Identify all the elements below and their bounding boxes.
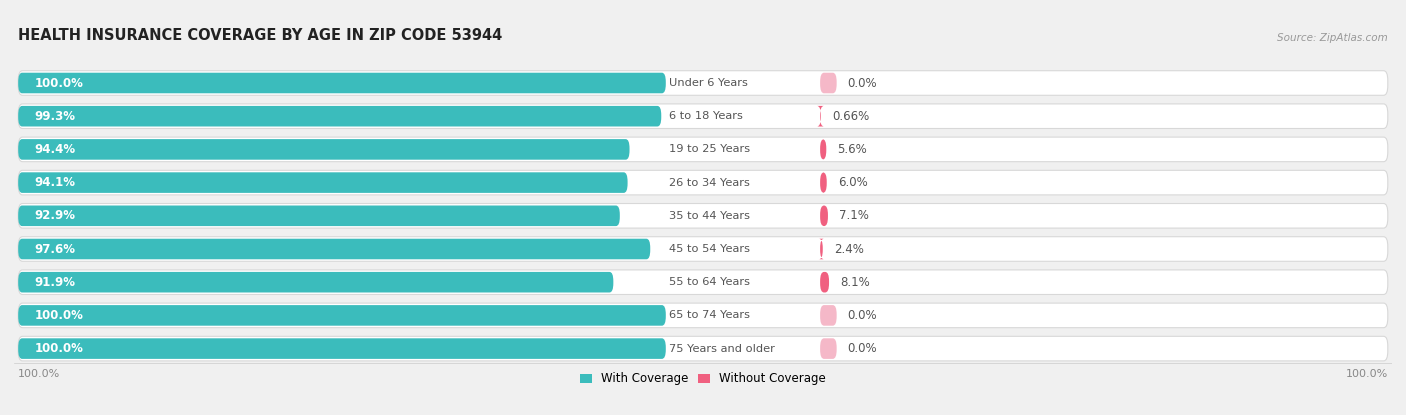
FancyBboxPatch shape <box>820 172 827 193</box>
Text: 91.9%: 91.9% <box>35 276 76 289</box>
Text: 8.1%: 8.1% <box>839 276 870 289</box>
FancyBboxPatch shape <box>18 71 1388 95</box>
FancyBboxPatch shape <box>18 137 1388 162</box>
Text: 5.6%: 5.6% <box>838 143 868 156</box>
Text: 35 to 44 Years: 35 to 44 Years <box>669 211 749 221</box>
FancyBboxPatch shape <box>820 305 837 326</box>
Text: 65 to 74 Years: 65 to 74 Years <box>669 310 749 320</box>
Text: 0.66%: 0.66% <box>832 110 869 123</box>
Text: 94.1%: 94.1% <box>35 176 76 189</box>
Text: 19 to 25 Years: 19 to 25 Years <box>669 144 749 154</box>
FancyBboxPatch shape <box>18 172 627 193</box>
Text: 100.0%: 100.0% <box>35 76 83 90</box>
Text: 92.9%: 92.9% <box>35 209 76 222</box>
FancyBboxPatch shape <box>817 106 824 127</box>
Text: 94.4%: 94.4% <box>35 143 76 156</box>
Text: 100.0%: 100.0% <box>35 342 83 355</box>
FancyBboxPatch shape <box>820 73 837 93</box>
Text: 0.0%: 0.0% <box>848 342 877 355</box>
Text: 2.4%: 2.4% <box>834 242 863 256</box>
FancyBboxPatch shape <box>18 272 613 293</box>
Text: 0.0%: 0.0% <box>848 309 877 322</box>
FancyBboxPatch shape <box>818 239 824 259</box>
FancyBboxPatch shape <box>820 205 828 226</box>
Text: 7.1%: 7.1% <box>839 209 869 222</box>
FancyBboxPatch shape <box>18 139 630 160</box>
Text: 97.6%: 97.6% <box>35 242 76 256</box>
FancyBboxPatch shape <box>18 106 661 127</box>
FancyBboxPatch shape <box>18 203 1388 228</box>
FancyBboxPatch shape <box>820 272 830 293</box>
Text: 100.0%: 100.0% <box>35 309 83 322</box>
FancyBboxPatch shape <box>18 104 1388 129</box>
FancyBboxPatch shape <box>820 139 827 160</box>
FancyBboxPatch shape <box>18 239 650 259</box>
FancyBboxPatch shape <box>18 336 1388 361</box>
FancyBboxPatch shape <box>18 170 1388 195</box>
FancyBboxPatch shape <box>18 303 1388 328</box>
FancyBboxPatch shape <box>18 205 620 226</box>
FancyBboxPatch shape <box>18 270 1388 295</box>
FancyBboxPatch shape <box>18 237 1388 261</box>
Text: HEALTH INSURANCE COVERAGE BY AGE IN ZIP CODE 53944: HEALTH INSURANCE COVERAGE BY AGE IN ZIP … <box>18 28 502 43</box>
Text: 6.0%: 6.0% <box>838 176 868 189</box>
Text: Under 6 Years: Under 6 Years <box>669 78 748 88</box>
Text: Source: ZipAtlas.com: Source: ZipAtlas.com <box>1277 33 1388 43</box>
Text: 75 Years and older: 75 Years and older <box>669 344 775 354</box>
FancyBboxPatch shape <box>18 305 666 326</box>
Text: 99.3%: 99.3% <box>35 110 76 123</box>
Text: 100.0%: 100.0% <box>1346 369 1388 378</box>
FancyBboxPatch shape <box>18 73 666 93</box>
Text: 0.0%: 0.0% <box>848 76 877 90</box>
Text: 100.0%: 100.0% <box>18 369 60 378</box>
Text: 45 to 54 Years: 45 to 54 Years <box>669 244 749 254</box>
FancyBboxPatch shape <box>820 338 837 359</box>
Text: 55 to 64 Years: 55 to 64 Years <box>669 277 749 287</box>
Legend: With Coverage, Without Coverage: With Coverage, Without Coverage <box>575 367 831 390</box>
Text: 26 to 34 Years: 26 to 34 Years <box>669 178 749 188</box>
FancyBboxPatch shape <box>18 338 666 359</box>
Text: 6 to 18 Years: 6 to 18 Years <box>669 111 742 121</box>
